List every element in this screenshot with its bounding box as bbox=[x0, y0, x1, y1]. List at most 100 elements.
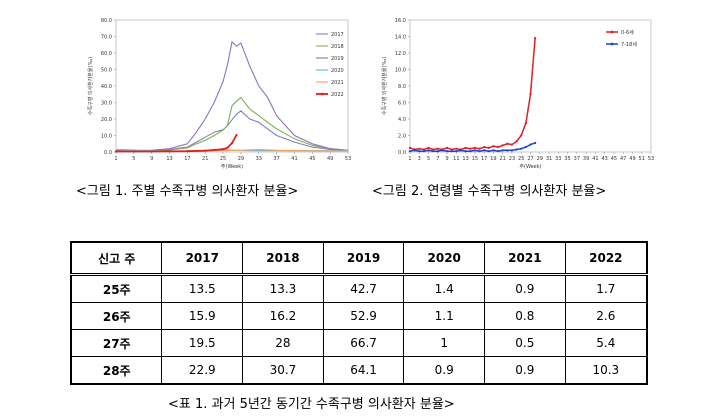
x-tick-label: 31 bbox=[546, 156, 552, 162]
series-point bbox=[432, 150, 435, 153]
y-tick-label: 6.0 bbox=[398, 101, 406, 107]
series-point bbox=[441, 149, 444, 152]
series-point bbox=[150, 150, 153, 153]
x-tick-label: 37 bbox=[273, 156, 279, 162]
x-tick-label: 51 bbox=[639, 156, 645, 162]
table-row: 25주 13.5 13.3 42.7 1.4 0.9 1.7 bbox=[70, 274, 648, 303]
series-point bbox=[469, 150, 472, 153]
row-week-cell: 26주 bbox=[70, 302, 163, 330]
value-cell: 10.3 bbox=[564, 356, 648, 385]
value-cell: 15.9 bbox=[161, 302, 244, 330]
row-week-cell: 28주 bbox=[70, 356, 163, 385]
series-point bbox=[515, 148, 518, 151]
series-point bbox=[534, 141, 537, 145]
series-point bbox=[464, 150, 467, 153]
x-tick-label: 23 bbox=[509, 156, 515, 162]
x-tick-label: 33 bbox=[555, 156, 561, 162]
x-tick-label: 29 bbox=[537, 156, 543, 162]
x-tick-label: 5 bbox=[132, 156, 135, 162]
x-tick-label: 21 bbox=[202, 156, 208, 162]
series-point bbox=[473, 146, 476, 149]
series-point bbox=[455, 150, 458, 153]
series-point bbox=[515, 140, 518, 143]
row-week-cell: 25주 bbox=[70, 274, 163, 303]
legend-marker bbox=[610, 30, 614, 34]
series-point bbox=[506, 149, 509, 152]
series-point bbox=[524, 122, 527, 125]
y-tick-label: 12.0 bbox=[395, 51, 406, 57]
table-row: 28주 22.9 30.7 64.1 0.9 0.9 10.3 bbox=[70, 356, 648, 385]
x-tick-label: 41 bbox=[592, 156, 598, 162]
series-line bbox=[116, 40, 349, 152]
series-point bbox=[469, 147, 472, 150]
value-cell: 0.9 bbox=[484, 356, 566, 385]
series-point bbox=[510, 149, 514, 152]
series-point bbox=[432, 148, 435, 151]
x-axis-label: 주(Week) bbox=[519, 164, 541, 170]
series-point bbox=[450, 150, 453, 153]
y-tick-label: 0.0 bbox=[104, 150, 112, 156]
row-week-cell: 27주 bbox=[70, 329, 163, 357]
value-cell: 22.9 bbox=[161, 356, 244, 385]
table-row: 27주 19.5 28 66.7 1 0.5 5.4 bbox=[70, 329, 648, 357]
x-tick-label: 49 bbox=[629, 156, 635, 162]
series-point bbox=[483, 149, 486, 152]
header-cell: 2022 bbox=[564, 241, 648, 276]
header-cell: 2020 bbox=[403, 241, 486, 276]
x-tick-label: 33 bbox=[256, 156, 262, 162]
y-tick-label: 0.0 bbox=[398, 150, 406, 156]
value-cell: 1 bbox=[403, 329, 486, 357]
series-point bbox=[524, 145, 527, 149]
x-tick-label: 1 bbox=[408, 156, 411, 162]
series-line bbox=[409, 142, 536, 152]
series-point bbox=[132, 150, 135, 153]
series-point bbox=[487, 146, 490, 149]
legend-marker bbox=[320, 92, 324, 96]
series-point bbox=[204, 149, 207, 152]
value-cell: 28 bbox=[242, 329, 324, 357]
series-point bbox=[422, 148, 426, 151]
x-tick-label: 19 bbox=[490, 156, 496, 162]
legend-label: 2018 bbox=[331, 44, 344, 50]
x-tick-label: 7 bbox=[436, 156, 439, 162]
series-point bbox=[427, 146, 430, 149]
series-point bbox=[534, 37, 537, 40]
series-point bbox=[427, 149, 430, 152]
header-cell: 2017 bbox=[161, 241, 244, 276]
x-tick-label: 45 bbox=[309, 156, 315, 162]
x-tick-label: 21 bbox=[500, 156, 506, 162]
x-tick-label: 43 bbox=[601, 156, 607, 162]
series-point bbox=[114, 150, 118, 153]
series-point bbox=[213, 148, 216, 152]
series-point bbox=[520, 147, 523, 150]
y-tick-label: 80.0 bbox=[101, 18, 112, 24]
x-tick-label: 17 bbox=[184, 156, 190, 162]
series-line bbox=[409, 38, 536, 151]
series-point bbox=[483, 145, 486, 149]
value-cell: 1.4 bbox=[403, 274, 486, 303]
legend-label: 2019 bbox=[331, 56, 344, 62]
x-tick-label: 53 bbox=[345, 156, 351, 162]
figure-1-caption: <그림 1. 주별 수족구병 의사환자 분율> bbox=[76, 184, 299, 199]
legend-label: 2020 bbox=[331, 68, 344, 74]
figure-2-caption: <그림 2. 연령별 수족구병 의사환자 분율> bbox=[372, 184, 607, 199]
series-point bbox=[455, 147, 458, 150]
series-point bbox=[436, 147, 439, 150]
x-tick-label: 27 bbox=[527, 156, 533, 162]
series-point bbox=[418, 147, 421, 150]
y-tick-label: 50.0 bbox=[101, 68, 112, 74]
header-cell: 2021 bbox=[484, 241, 566, 276]
series-point bbox=[520, 134, 523, 137]
x-tick-label: 45 bbox=[611, 156, 617, 162]
series-point bbox=[408, 150, 412, 153]
x-axis-label: 주(Week) bbox=[221, 164, 243, 170]
series-point bbox=[186, 150, 189, 153]
series-point bbox=[510, 143, 514, 146]
x-tick-label: 53 bbox=[648, 156, 654, 162]
legend-label: 2021 bbox=[331, 80, 344, 86]
series-point bbox=[478, 147, 481, 150]
value-cell: 0.9 bbox=[403, 356, 486, 385]
x-tick-label: 13 bbox=[462, 156, 468, 162]
value-cell: 5.4 bbox=[564, 329, 648, 357]
x-tick-label: 25 bbox=[220, 156, 226, 162]
